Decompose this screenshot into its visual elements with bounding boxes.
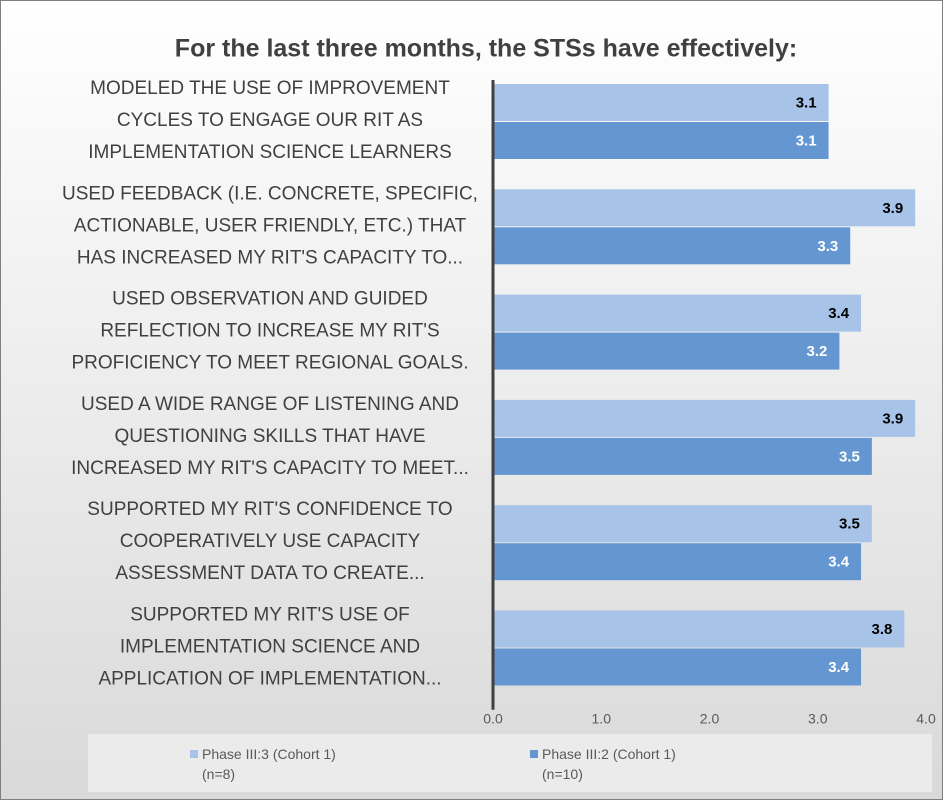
- value-label: 3.5: [839, 516, 860, 533]
- bar: [493, 227, 851, 265]
- value-label: 3.4: [828, 659, 850, 676]
- bar: [493, 610, 905, 648]
- category-label: ACTIONABLE, USER FRIENDLY, ETC.) THAT: [74, 215, 467, 236]
- value-label: 3.3: [817, 238, 838, 255]
- value-label: 3.9: [882, 200, 903, 217]
- category-label: USED OBSERVATION AND GUIDED: [112, 289, 428, 310]
- bar: [493, 399, 916, 437]
- category-label: IMPLEMENTATION SCIENCE LEARNERS: [88, 142, 452, 163]
- legend-entry: Phase III:3 (Cohort 1) (n=8): [202, 746, 336, 782]
- value-label: 3.5: [839, 448, 860, 465]
- value-label: 3.9: [882, 410, 903, 427]
- category-label: HAS INCREASED MY RIT'S CAPACITY TO...: [77, 247, 463, 268]
- bar: [493, 505, 872, 543]
- x-tick-label: 2.0: [700, 711, 720, 727]
- x-tick-label: 0.0: [483, 711, 503, 727]
- category-label: PROFICIENCY TO MEET REGIONAL GOALS.: [72, 353, 469, 374]
- category-label: REFLECTION TO INCREASE MY RIT'S: [100, 321, 439, 342]
- legend-box: [88, 734, 932, 792]
- value-label: 3.8: [871, 621, 892, 638]
- value-label: 3.1: [796, 94, 817, 111]
- category-label: APPLICATION OF IMPLEMENTATION...: [98, 669, 441, 690]
- category-label: IMPLEMENTATION SCIENCE AND: [120, 637, 420, 658]
- value-label: 3.1: [796, 132, 817, 149]
- category-label: ASSESSMENT DATA TO CREATE...: [115, 563, 424, 584]
- category-label: USED FEEDBACK (I.E. CONCRETE, SPECIFIC,: [62, 183, 478, 204]
- bar: [493, 84, 829, 121]
- bar: [493, 543, 862, 581]
- x-tick-label: 1.0: [592, 711, 612, 727]
- category-label: CYCLES TO ENGAGE OUR RIT AS: [117, 110, 423, 131]
- x-tick-label: 3.0: [808, 711, 828, 727]
- bar: [493, 332, 840, 370]
- x-tick-label: 4.0: [916, 711, 936, 727]
- bar: [493, 437, 872, 475]
- chart-title: For the last three months, the STSs have…: [175, 35, 797, 63]
- value-label: 3.4: [828, 554, 850, 571]
- legend-entry: Phase III:2 (Cohort 1) (n=10): [542, 746, 676, 782]
- category-label: MODELED THE USE OF IMPROVEMENT: [90, 78, 450, 99]
- value-label: 3.4: [828, 305, 850, 322]
- category-label: QUESTIONING SKILLS THAT HAVE: [114, 426, 425, 447]
- category-label: COOPERATIVELY USE CAPACITY: [120, 531, 421, 552]
- bar: [493, 122, 829, 159]
- category-label: SUPPORTED MY RIT'S CONFIDENCE TO: [87, 499, 452, 520]
- category-label: SUPPORTED MY RIT'S USE OF: [130, 605, 410, 626]
- bar: [493, 294, 862, 332]
- legend-swatch: [530, 750, 538, 758]
- value-label: 3.2: [807, 343, 828, 360]
- category-label: USED A WIDE RANGE OF LISTENING AND: [81, 394, 459, 415]
- bar: [493, 189, 916, 227]
- legend-swatch: [190, 750, 198, 758]
- bar: [493, 648, 862, 686]
- category-label: INCREASED MY RIT'S CAPACITY TO MEET...: [71, 458, 469, 479]
- legend-label: Phase III:3 (Cohort 1) (n=8): [202, 746, 336, 782]
- legend-label: Phase III:2 (Cohort 1) (n=10): [542, 746, 676, 782]
